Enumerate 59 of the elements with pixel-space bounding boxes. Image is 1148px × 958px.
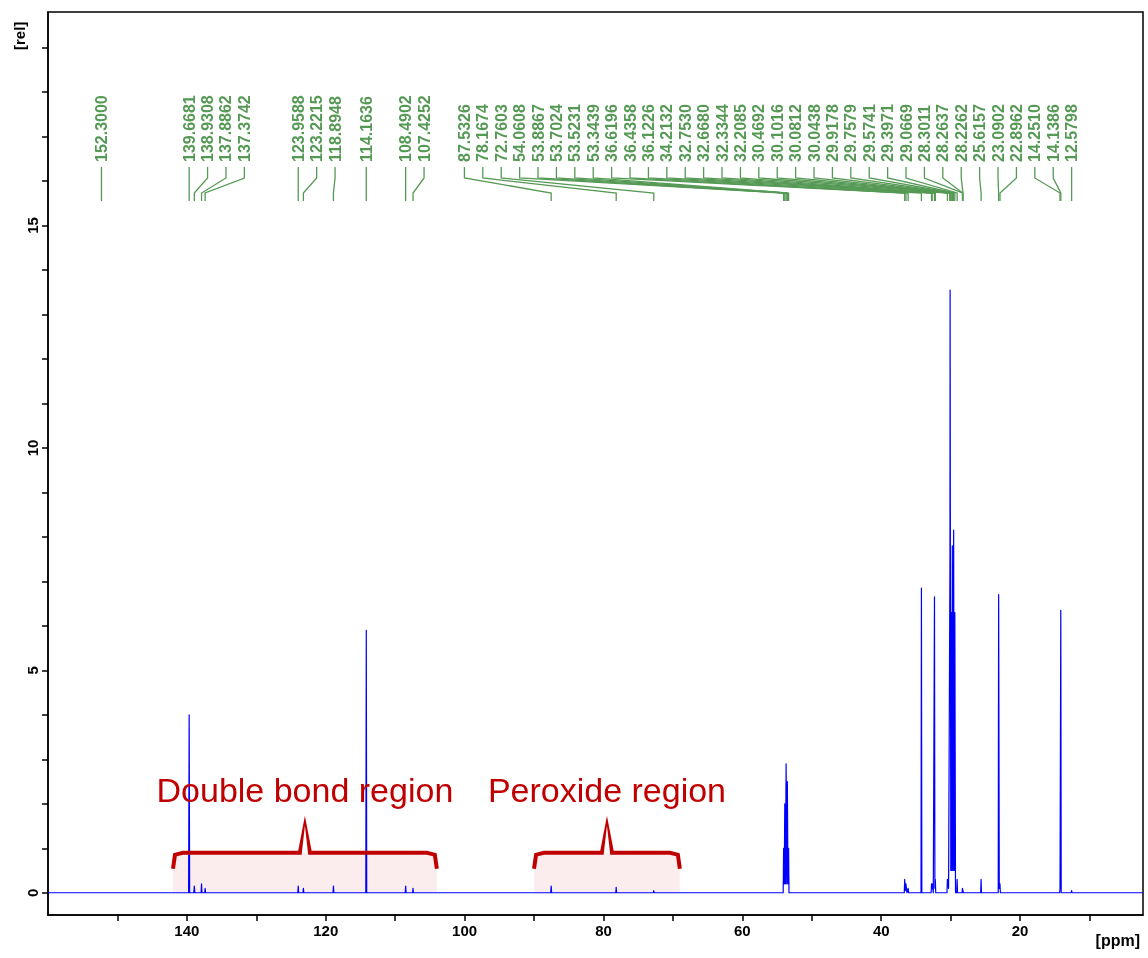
annotation: 22.8962 bbox=[1007, 104, 1025, 162]
annotation: 30.4692 bbox=[750, 104, 768, 162]
x-tick-label: 80 bbox=[595, 922, 612, 939]
annotation: 36.4358 bbox=[621, 104, 639, 162]
annotation: 30.0812 bbox=[787, 104, 805, 162]
x-tick-label: 20 bbox=[1011, 922, 1029, 939]
annotation: 32.3344 bbox=[713, 104, 731, 162]
annotation: 29.5741 bbox=[860, 104, 878, 162]
annotation: 25.6157 bbox=[971, 104, 989, 162]
band-label: Peroxide region bbox=[487, 770, 727, 809]
annotation: 28.2262 bbox=[952, 104, 970, 162]
annotation: 23.0902 bbox=[989, 104, 1007, 162]
annotation: 53.5231 bbox=[566, 104, 584, 162]
annotation: 53.8867 bbox=[529, 104, 547, 162]
annotation: 30.1016 bbox=[768, 104, 786, 162]
annotation: 139.6681 bbox=[180, 95, 198, 162]
x-axis-title: [ppm] bbox=[1095, 931, 1141, 949]
annotation: 32.7530 bbox=[676, 104, 694, 162]
y-tick-label: 5 bbox=[24, 666, 41, 675]
annotation: 87.5326 bbox=[455, 104, 473, 162]
annotation: 54.0608 bbox=[511, 104, 529, 162]
annotation: 137.8862 bbox=[217, 95, 235, 162]
annotation: 30.0438 bbox=[805, 104, 823, 162]
annotation: 29.9178 bbox=[823, 104, 841, 162]
y-tick-label: 10 bbox=[24, 439, 41, 457]
annotation: 29.3971 bbox=[879, 104, 897, 162]
annotation: 72.7603 bbox=[492, 104, 510, 162]
annotation: 32.6680 bbox=[695, 104, 713, 162]
x-tick-label: 140 bbox=[174, 922, 200, 939]
x-tick-label: 120 bbox=[313, 922, 339, 939]
annotation: 108.4902 bbox=[397, 95, 415, 162]
annotation: 123.9588 bbox=[289, 95, 307, 162]
annotation: 114.1636 bbox=[357, 96, 375, 162]
annotation: 36.1226 bbox=[639, 104, 657, 162]
annotation: 28.2637 bbox=[934, 104, 952, 162]
annotation: 123.2215 bbox=[308, 95, 326, 162]
y-tick-label: 0 bbox=[24, 888, 41, 897]
annotation: 12.5798 bbox=[1063, 104, 1081, 162]
y-axis-title: [rel] bbox=[11, 21, 28, 50]
x-tick-label: 100 bbox=[452, 922, 478, 939]
annotation: 78.1674 bbox=[474, 104, 492, 162]
annotation: 137.3742 bbox=[235, 95, 253, 162]
annotation: 28.3011 bbox=[915, 104, 933, 162]
x-tick-label: 60 bbox=[734, 922, 751, 939]
x-tick-label: 40 bbox=[872, 922, 890, 939]
annotation: 118.8948 bbox=[326, 96, 344, 162]
annotation: 14.1386 bbox=[1044, 104, 1062, 162]
annotation: 107.4252 bbox=[415, 95, 433, 162]
annotation: 53.3439 bbox=[584, 104, 602, 162]
annotation: 29.7579 bbox=[842, 104, 860, 162]
annotation: 32.2085 bbox=[731, 104, 749, 162]
annotation: 36.6196 bbox=[603, 104, 621, 162]
annotation: 34.2132 bbox=[658, 104, 676, 162]
annotation: 14.2510 bbox=[1026, 104, 1044, 162]
annotation: 152.3000 bbox=[92, 95, 110, 162]
y-tick-label: 15 bbox=[24, 217, 41, 234]
annotation: 138.9308 bbox=[199, 95, 217, 162]
annotation: 29.0669 bbox=[897, 104, 915, 162]
annotation: 53.7024 bbox=[547, 104, 565, 162]
